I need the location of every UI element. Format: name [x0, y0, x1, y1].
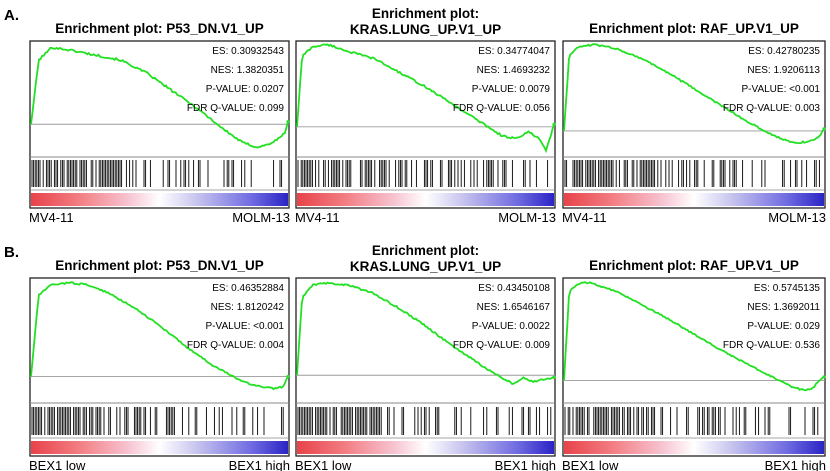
ranked-list-heatmap — [31, 193, 288, 206]
plot-title-line-2: KRAS.LUNG_UP.V1_UP — [350, 259, 501, 274]
gene-hit-bars — [564, 160, 820, 187]
stat-es: ES: 0.43450108 — [478, 283, 550, 294]
x-label-right: MOLM-13 — [232, 210, 290, 225]
enrichment-curve — [30, 46, 289, 149]
stat-fdr-q-value: FDR Q-VALUE: 0.056 — [453, 103, 551, 114]
enrichment-plot: Enrichment plot: P53_DN.V1_UP ES: 0.46352… — [29, 258, 290, 471]
enrichment-curve-end — [552, 375, 556, 379]
enrichment-plot: Enrichment plot:KRAS.LUNG_UP.V1_UP ES: 0.… — [295, 243, 556, 471]
stat-fdr-q-value: FDR Q-VALUE: 0.099 — [187, 103, 285, 114]
stat-fdr-q-value: FDR Q-VALUE: 0.536 — [723, 340, 821, 351]
gene-hit-bars — [31, 407, 284, 435]
enrichment-plot: Enrichment plot: P53_DN.V1_UP ES: 0.30932… — [29, 21, 290, 225]
enrichment-curve — [30, 281, 289, 391]
stat-es: ES: 0.46352884 — [212, 283, 284, 294]
gene-hit-bars — [297, 160, 549, 187]
panel-letter: A. — [4, 7, 19, 24]
enrichment-curve — [563, 43, 825, 145]
enrichment-curve-end — [552, 122, 556, 126]
panel-letter: B. — [4, 244, 19, 261]
stat-fdr-q-value: FDR Q-VALUE: 0.003 — [723, 103, 821, 114]
stat-nes: NES: 1.8120242 — [211, 302, 285, 313]
ranked-list-heatmap — [31, 441, 288, 454]
stat-p-value: P-VALUE: 0.0079 — [472, 84, 551, 95]
x-label-left: MV4-11 — [562, 210, 607, 225]
plot-title: Enrichment plot: P53_DN.V1_UP — [55, 21, 264, 36]
ranked-list-heatmap — [297, 441, 554, 454]
enrichment-curve-end — [822, 375, 826, 379]
plot-title: Enrichment plot: RAF_UP.V1_UP — [589, 21, 799, 36]
stat-p-value: P-VALUE: 0.0022 — [472, 321, 551, 332]
ranked-list-heatmap — [297, 193, 554, 206]
stat-p-value: P-VALUE: 0.029 — [747, 321, 820, 332]
gene-hit-bars — [31, 160, 283, 187]
stat-fdr-q-value: FDR Q-VALUE: 0.009 — [453, 340, 551, 351]
plot-title-line-1: Enrichment plot: — [372, 6, 479, 21]
enrichment-plot: Enrichment plot: RAF_UP.V1_UP ES: 0.57451… — [562, 258, 826, 471]
plot-title: Enrichment plot: RAF_UP.V1_UP — [589, 258, 799, 273]
enrichment-curve — [296, 281, 554, 386]
stat-nes: NES: 1.4693232 — [477, 65, 551, 76]
stat-nes: NES: 1.3692011 — [747, 302, 820, 313]
enrichment-plot: Enrichment plot: RAF_UP.V1_UP ES: 0.42780… — [562, 21, 826, 225]
x-label-right: MOLM-13 — [768, 210, 826, 225]
stat-fdr-q-value: FDR Q-VALUE: 0.004 — [187, 340, 285, 351]
x-label-left: MV4-11 — [29, 210, 74, 225]
plot-title: Enrichment plot: P53_DN.V1_UP — [55, 258, 264, 273]
plot-title-line-2: KRAS.LUNG_UP.V1_UP — [350, 22, 501, 37]
enrichment-plot: Enrichment plot:KRAS.LUNG_UP.V1_UP ES: 0.… — [295, 6, 556, 225]
gene-hit-bars — [564, 407, 819, 435]
x-label-left: BEX1 low — [562, 458, 619, 471]
stat-nes: NES: 1.6546167 — [477, 302, 551, 313]
gene-hit-bars — [297, 407, 552, 435]
stat-es: ES: 0.5745135 — [754, 283, 821, 294]
enrichment-curve-end — [286, 120, 290, 124]
x-label-right: BEX1 high — [229, 458, 290, 471]
enrichment-curve — [563, 281, 825, 392]
ranked-list-heatmap — [564, 441, 824, 454]
plot-title-line-1: Enrichment plot: — [372, 243, 479, 258]
x-label-right: MOLM-13 — [498, 210, 556, 225]
stat-es: ES: 0.30932543 — [212, 46, 284, 57]
stat-nes: NES: 1.3820351 — [211, 65, 285, 76]
enrichment-curve — [296, 43, 555, 154]
x-label-right: BEX1 high — [765, 458, 826, 471]
stat-nes: NES: 1.9206113 — [747, 65, 820, 76]
x-label-left: MV4-11 — [295, 210, 340, 225]
x-label-left: BEX1 low — [29, 458, 86, 471]
stat-es: ES: 0.34774047 — [478, 46, 550, 57]
x-label-right: BEX1 high — [495, 458, 556, 471]
plot-frame — [295, 277, 556, 457]
x-label-left: BEX1 low — [295, 458, 352, 471]
stat-p-value: P-VALUE: 0.0207 — [206, 84, 285, 95]
enrichment-curve-end — [286, 374, 290, 379]
stat-p-value: P-VALUE: <0.001 — [206, 321, 285, 332]
stat-p-value: P-VALUE: <0.001 — [742, 84, 821, 95]
stat-es: ES: 0.42780235 — [748, 46, 820, 57]
enrichment-curve-end — [822, 127, 826, 131]
ranked-list-heatmap — [564, 193, 824, 206]
